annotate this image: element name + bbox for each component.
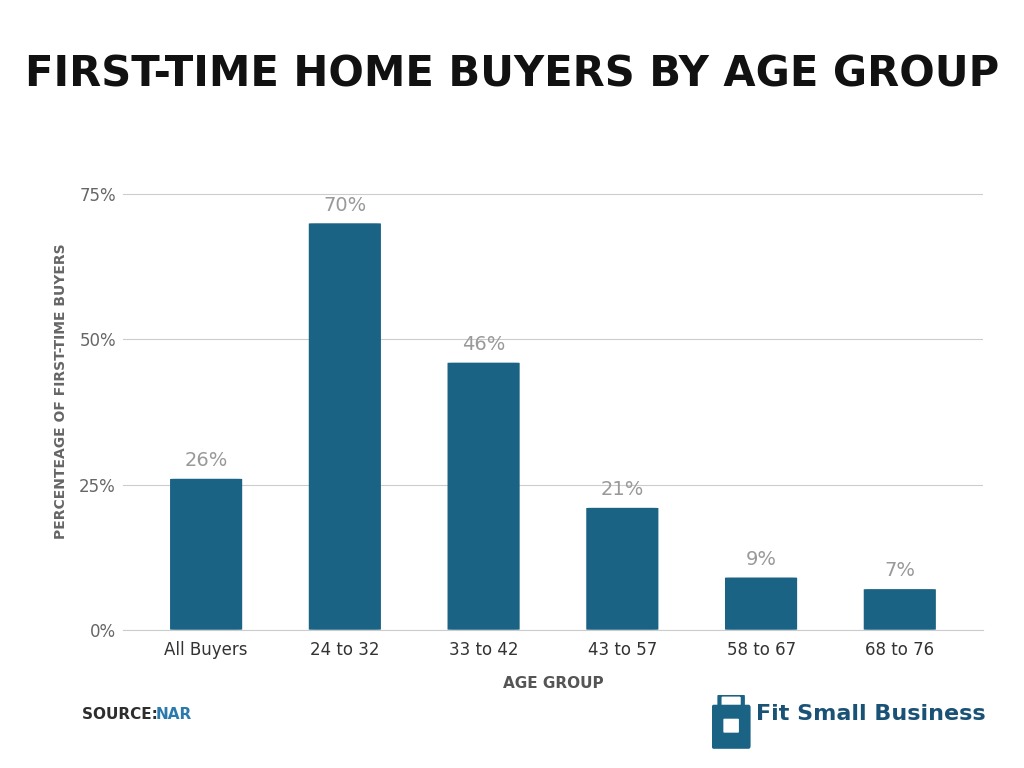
FancyBboxPatch shape	[723, 719, 739, 733]
Text: 70%: 70%	[324, 196, 367, 214]
FancyBboxPatch shape	[863, 589, 936, 630]
FancyBboxPatch shape	[725, 578, 797, 630]
Text: 26%: 26%	[184, 451, 227, 470]
Text: NAR: NAR	[156, 707, 191, 722]
FancyBboxPatch shape	[170, 478, 243, 630]
Text: 21%: 21%	[601, 480, 644, 499]
FancyBboxPatch shape	[447, 362, 519, 630]
FancyBboxPatch shape	[309, 223, 381, 630]
Text: SOURCE:: SOURCE:	[82, 707, 163, 722]
X-axis label: AGE GROUP: AGE GROUP	[503, 676, 603, 690]
Text: FIRST-TIME HOME BUYERS BY AGE GROUP: FIRST-TIME HOME BUYERS BY AGE GROUP	[25, 54, 999, 96]
Text: 46%: 46%	[462, 335, 505, 354]
Text: 9%: 9%	[745, 550, 776, 569]
Y-axis label: PERCENTEAGE OF FIRST-TIME BUYERS: PERCENTEAGE OF FIRST-TIME BUYERS	[54, 244, 68, 539]
Text: 7%: 7%	[885, 561, 915, 581]
FancyBboxPatch shape	[712, 705, 751, 749]
Text: Fit Small Business: Fit Small Business	[756, 704, 985, 724]
FancyBboxPatch shape	[587, 508, 658, 630]
